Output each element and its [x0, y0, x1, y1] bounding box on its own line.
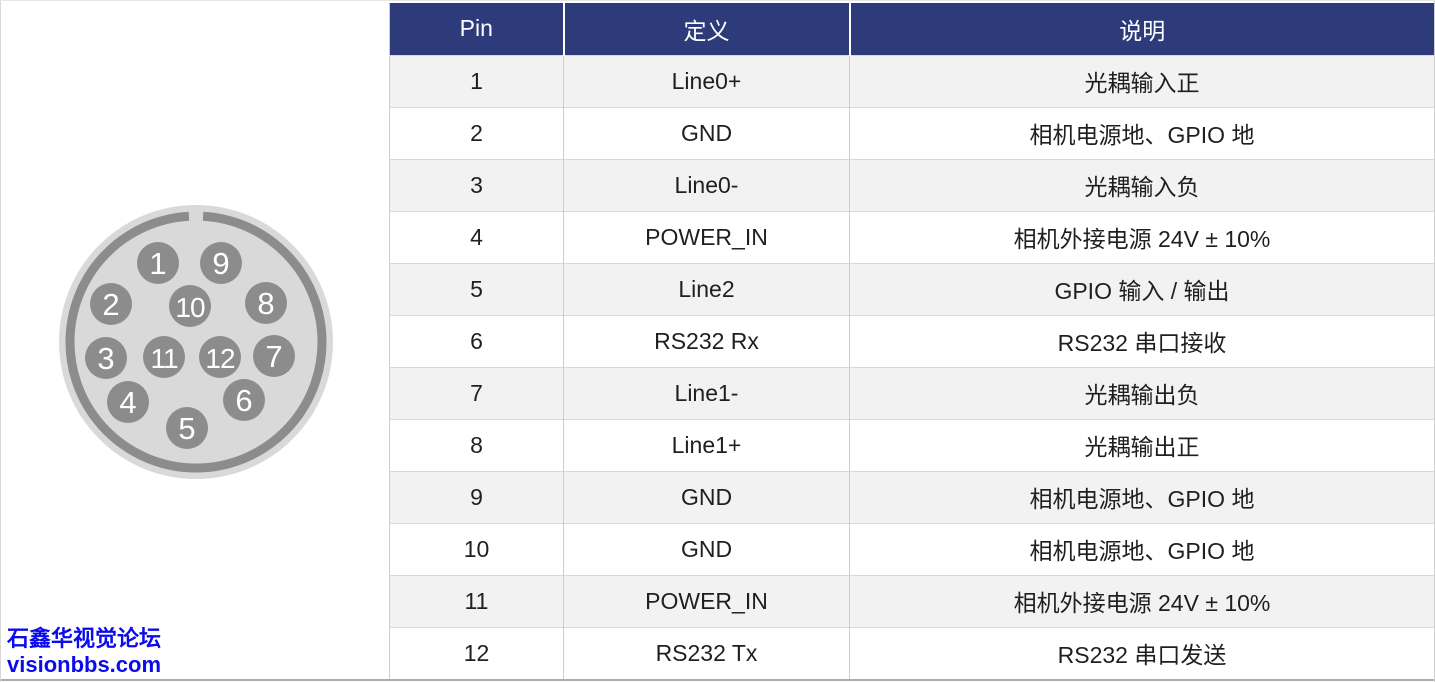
table-row: 12 RS232 Tx RS232 串口发送: [389, 626, 1434, 679]
pin-number: 11: [150, 343, 177, 374]
header-description: 说明: [849, 3, 1434, 55]
pin-circle: [166, 407, 208, 449]
header-pin: Pin: [389, 3, 565, 55]
description-cell: GPIO 输入 / 输出: [849, 262, 1434, 315]
table-row: 6 RS232 Rx RS232 串口接收: [389, 314, 1434, 367]
pin-cell: 9: [389, 470, 564, 523]
description-cell: 光耦输入负: [849, 158, 1434, 211]
definition-cell: GND: [563, 470, 850, 523]
pin-circle: [223, 379, 265, 421]
description-cell: 光耦输入正: [849, 54, 1434, 107]
pin-cell: 10: [389, 522, 564, 575]
pin-layer: 1 9 2 10 8 3 11 12 7 4 6 5: [85, 242, 295, 449]
pin-circle: [137, 242, 179, 284]
description-cell: 相机电源地、GPIO 地: [849, 470, 1434, 523]
pin-cell: 3: [389, 158, 564, 211]
pin-circle: [169, 285, 211, 327]
pin-cell: 1: [389, 54, 564, 107]
table-row: 11 POWER_IN 相机外接电源 24V ± 10%: [389, 574, 1434, 627]
pin-circle: [90, 283, 132, 325]
pin-number: 8: [257, 286, 274, 321]
definition-cell: GND: [563, 522, 850, 575]
description-cell: RS232 串口发送: [849, 626, 1434, 679]
pin-circle: [199, 336, 241, 378]
pin-circle: [253, 335, 295, 377]
pin-number: 10: [175, 292, 205, 323]
pin-cell: 5: [389, 262, 564, 315]
watermark-forum-name: 石鑫华视觉论坛: [7, 626, 162, 651]
definition-cell: RS232 Tx: [563, 626, 850, 679]
pin-circle: [85, 337, 127, 379]
table-row: 7 Line1- 光耦输出负: [389, 366, 1434, 419]
definition-cell: Line1-: [563, 366, 850, 419]
header-definition: 定义: [563, 3, 851, 55]
pin-circle: [107, 381, 149, 423]
definition-cell: POWER_IN: [563, 574, 850, 627]
definition-cell: RS232 Rx: [563, 314, 850, 367]
connector-key-ring: [65, 211, 327, 473]
pin-cell: 2: [389, 106, 564, 159]
pin-number: 2: [102, 287, 119, 322]
pin-circle: [245, 282, 287, 324]
pin-number: 1: [149, 246, 166, 281]
table-row: 8 Line1+ 光耦输出正: [389, 418, 1434, 471]
pin-table-body: 1 Line0+ 光耦输入正 2 GND 相机电源地、GPIO 地 3 Line0- 光耦输入负…: [389, 54, 1434, 679]
definition-cell: Line0+: [563, 54, 850, 107]
pin-cell: 4: [389, 210, 564, 263]
definition-cell: POWER_IN: [563, 210, 850, 263]
description-cell: 相机外接电源 24V ± 10%: [849, 574, 1434, 627]
pin-number: 6: [235, 383, 252, 418]
description-cell: 相机电源地、GPIO 地: [849, 106, 1434, 159]
pin-cell: 8: [389, 418, 564, 471]
description-cell: 光耦输出负: [849, 366, 1434, 419]
pin-number: 7: [265, 339, 282, 374]
pin-cell: 6: [389, 314, 564, 367]
pin-number: 4: [119, 385, 136, 420]
pin-cell: 11: [389, 574, 564, 627]
pin-number: 12: [205, 343, 235, 374]
description-cell: RS232 串口接收: [849, 314, 1434, 367]
table-row: 4 POWER_IN 相机外接电源 24V ± 10%: [389, 210, 1434, 263]
definition-cell: Line0-: [563, 158, 850, 211]
definition-cell: Line1+: [563, 418, 850, 471]
watermark-site-url[interactable]: visionbbs.com: [7, 652, 162, 677]
pin-number: 3: [97, 341, 114, 376]
table-row: 10 GND 相机电源地、GPIO 地: [389, 522, 1434, 575]
table-row: 3 Line0- 光耦输入负: [389, 158, 1434, 211]
table-row: 5 Line2 GPIO 输入 / 输出: [389, 262, 1434, 315]
pin-cell: 7: [389, 366, 564, 419]
description-cell: 相机外接电源 24V ± 10%: [849, 210, 1434, 263]
pin-number: 9: [212, 246, 229, 281]
table-row: 2 GND 相机电源地、GPIO 地: [389, 106, 1434, 159]
description-cell: 相机电源地、GPIO 地: [849, 522, 1434, 575]
bottom-border: [1, 679, 1434, 681]
table-header: Pin 定义 说明: [389, 3, 1434, 55]
table-row: 9 GND 相机电源地、GPIO 地: [389, 470, 1434, 523]
pin-circle: [143, 336, 185, 378]
definition-cell: Line2: [563, 262, 850, 315]
description-cell: 光耦输出正: [849, 418, 1434, 471]
definition-cell: GND: [563, 106, 850, 159]
pin-cell: 12: [389, 626, 564, 679]
pin-number: 5: [178, 411, 195, 446]
pin-circle: [200, 242, 242, 284]
connector-diagram: 1 9 2 10 8 3 11 12 7 4 6 5: [59, 205, 333, 479]
table-row: 1 Line0+ 光耦输入正: [389, 54, 1434, 107]
watermark: 石鑫华视觉论坛 visionbbs.com: [7, 626, 161, 678]
